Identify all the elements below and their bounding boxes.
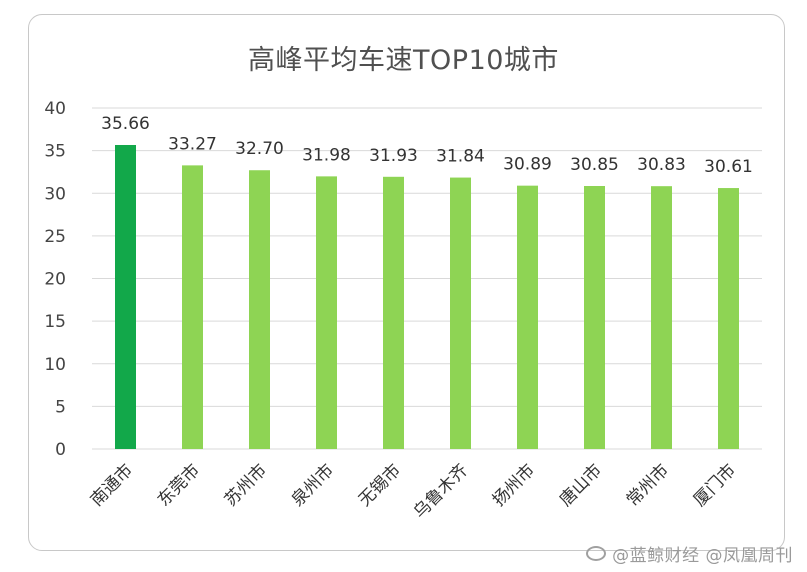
x-tick-label: 南通市	[87, 460, 137, 510]
y-tick-label: 20	[44, 270, 66, 290]
y-tick-label: 35	[44, 142, 66, 162]
y-tick-label: 25	[44, 227, 66, 247]
bar	[383, 176, 404, 449]
data-label: 31.84	[436, 147, 485, 167]
x-tick-label: 扬州市	[489, 460, 539, 510]
bar	[182, 165, 203, 450]
y-tick-label: 10	[44, 355, 66, 375]
y-tick-label: 40	[44, 99, 66, 119]
x-tick-label: 苏州市	[221, 460, 271, 510]
bar	[584, 186, 605, 449]
data-label: 30.83	[637, 155, 686, 175]
x-tick-label: 泉州市	[288, 460, 338, 510]
data-label: 31.98	[302, 145, 351, 165]
bar	[249, 170, 270, 450]
bar	[450, 177, 471, 449]
bar	[115, 144, 136, 449]
data-label: 30.89	[503, 155, 552, 175]
data-label: 30.61	[704, 157, 753, 177]
data-label: 31.93	[369, 146, 418, 166]
x-tick-label: 厦门市	[690, 460, 740, 510]
data-label: 32.70	[235, 139, 284, 159]
x-tick-label: 乌鲁木齐	[410, 460, 472, 522]
y-tick-label: 15	[44, 312, 66, 332]
data-label: 33.27	[168, 134, 217, 154]
bar	[718, 188, 739, 449]
bar	[316, 176, 337, 450]
weibo-icon	[586, 546, 607, 561]
x-tick-label: 无锡市	[355, 460, 405, 510]
bar	[517, 185, 538, 449]
watermark: @蓝鲸财经 @凤凰周刊	[586, 541, 793, 566]
y-tick-label: 30	[44, 184, 66, 204]
y-tick-label: 5	[55, 397, 66, 417]
x-tick-label: 唐山市	[555, 460, 606, 511]
chart-title: 高峰平均车速TOP10城市	[248, 45, 559, 76]
x-tick-label: 常州市	[623, 460, 673, 510]
watermark-text: @蓝鲸财经 @凤凰周刊	[612, 546, 793, 566]
data-label: 35.66	[101, 114, 150, 134]
data-label: 30.85	[570, 155, 619, 175]
y-tick-label: 0	[55, 440, 66, 460]
x-tick-label: 东莞市	[154, 460, 204, 510]
bar	[651, 186, 672, 449]
